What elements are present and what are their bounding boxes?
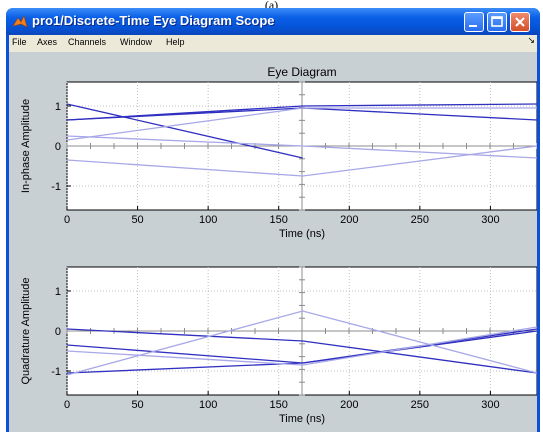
minimize-button[interactable] (464, 12, 484, 32)
plot2-x-tick-label: 0 (64, 399, 70, 411)
maximize-button[interactable] (487, 12, 507, 32)
plot1-x-tick-label: 300 (481, 214, 499, 226)
figure-caption: (a) (264, 0, 279, 10)
plot2-y-tick-label: 1 (55, 286, 61, 298)
plot1-x-tick-label: 250 (411, 214, 429, 226)
plot2-eye-trace-5 (66, 326, 537, 366)
plot2-eye-trace-1 (66, 328, 537, 374)
menu-channels[interactable]: Channels (68, 37, 107, 47)
matlab-icon (12, 15, 28, 28)
menu-file[interactable]: File (12, 37, 27, 47)
plot1-eye-trace-3 (66, 103, 303, 159)
menu-help[interactable]: Help (166, 37, 185, 47)
window-title: pro1/Discrete-Time Eye Diagram Scope (32, 13, 275, 28)
plot2-x-tick-label: 100 (199, 399, 217, 411)
plot1-title: Eye Diagram (267, 65, 336, 79)
plot1-eye-trace-4 (66, 107, 537, 141)
plot1-eye-trace-2 (66, 103, 537, 121)
plot1-y-tick-label: 1 (55, 101, 61, 113)
plot2-y-tick-label: 0 (55, 326, 61, 338)
plot1-x-tick-label: 200 (340, 214, 358, 226)
plot1-x-axis-label: Time (ns) (279, 228, 325, 240)
plot1-eye-trace-6 (66, 135, 537, 159)
title-bar[interactable]: pro1/Discrete-Time Eye Diagram Scope (6, 8, 540, 35)
menu-resize-glyph: ↘ (527, 36, 535, 46)
plot2-x-tick-label: 150 (270, 399, 288, 411)
scope-window: pro1/Discrete-Time Eye Diagram Scope Fil… (6, 8, 540, 432)
plot1-y-axis-label: In-phase Amplitude (20, 99, 32, 193)
plot2-x-tick-label: 50 (131, 399, 143, 411)
menu-axes[interactable]: Axes (37, 37, 58, 47)
close-button[interactable] (510, 12, 530, 32)
plot2-x-axis-label: Time (ns) (279, 413, 325, 425)
plot1-y-tick-label: -1 (51, 181, 61, 193)
menu-bar: File Axes Channels Window Help ↘ (9, 35, 537, 52)
figure-canvas: 0 50 100 150 200 250 300 -1 0 1 Eye Diagram Time (n… (9, 52, 537, 432)
plot1-x-tick-label: 100 (199, 214, 217, 226)
plot2-eye-trace-3 (66, 328, 537, 364)
plot1-eye-trace-5 (66, 145, 537, 177)
plot2-x-tick-label: 200 (340, 399, 358, 411)
plot2-eye-trace-4 (66, 310, 537, 376)
plot1-x-tick-label: 0 (64, 214, 70, 226)
menu-window[interactable]: Window (120, 37, 153, 47)
plot2-y-tick-label: -1 (51, 366, 61, 378)
minimize-icon (469, 25, 477, 27)
plot1-x-tick-label: 150 (270, 214, 288, 226)
plot2-y-axis-label: Quadrature Amplitude (20, 277, 32, 384)
close-icon (515, 17, 525, 27)
plot2-x-tick-label: 250 (411, 399, 429, 411)
plot1-x-tick-label: 50 (131, 214, 143, 226)
plot2-x-tick-label: 300 (481, 399, 499, 411)
maximize-icon (491, 16, 503, 27)
plot1-y-tick-label: 0 (55, 141, 61, 153)
